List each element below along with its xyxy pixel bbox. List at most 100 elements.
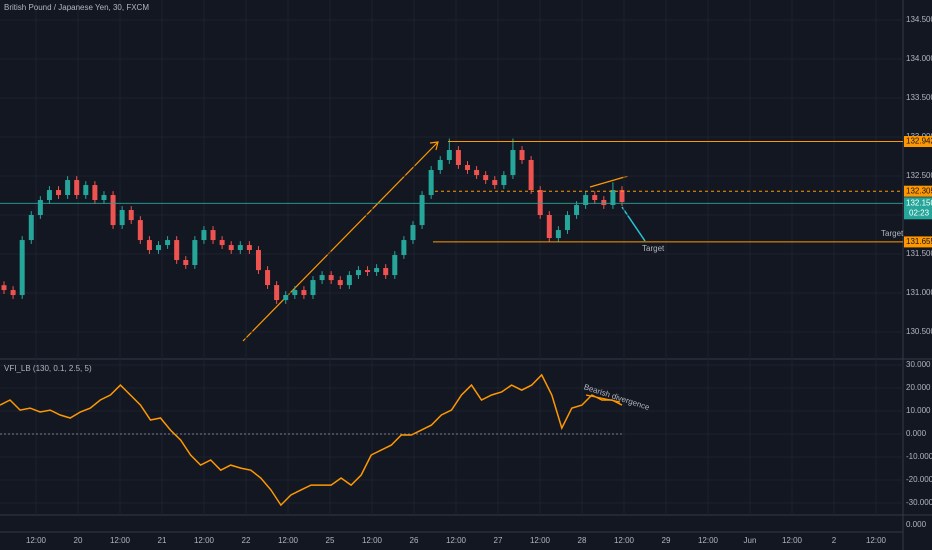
candle-body [465,164,470,170]
y-tick-label: -10.000 [906,452,932,461]
candle-body [510,150,516,176]
candle-body [537,190,543,216]
level-label-box [904,185,932,197]
candle-body [237,245,243,251]
candle-body [355,270,361,276]
price-label-box [904,197,932,220]
candle-body [46,190,52,201]
candle-body [283,295,289,301]
x-tick-label: 12:00 [614,536,635,545]
candle-body [28,215,34,241]
candle-body [592,195,598,201]
candle-body [110,195,116,226]
candle-body [83,185,89,196]
level-label-box [904,236,932,248]
level-label: 132.305 [906,186,932,195]
y-tick-label: 131.500 [906,249,932,258]
indicator-line [0,373,623,507]
x-tick-label: 12:00 [362,536,383,545]
candle-body [56,190,62,196]
x-tick-label: 27 [494,536,503,545]
chart-title: British Pound / Japanese Yen, 30, FXCM [4,3,149,12]
candle-body [428,169,434,196]
x-tick-label: 25 [326,536,335,545]
y-tick-label: 0.000 [906,520,927,529]
candle-body [219,240,225,246]
candle-body [346,275,352,286]
candle-body [65,180,71,196]
candle-body [328,275,334,281]
indicator-title: VFI_LB (130, 0.1, 2.5, 5) [4,364,92,373]
candle-body [365,270,371,273]
candle-body [401,240,407,256]
x-tick-label: 12:00 [110,536,131,545]
candle-body [137,220,143,241]
y-tick-label: -30.000 [906,498,932,507]
candle-body [255,250,261,271]
level-label-box [904,136,932,148]
candle-body [374,268,380,273]
candle-body [156,245,161,251]
candle-body [564,215,570,231]
candle-body [146,240,152,251]
annotation: Target [642,244,665,253]
x-tick-label: 12:00 [194,536,215,545]
candle-body [410,225,416,241]
candle-body [337,280,343,286]
candle-body [392,255,398,276]
candle-body [310,280,316,296]
candle-body [419,195,425,226]
candle-body [619,190,625,203]
candle-body [519,150,525,161]
x-tick-label: 20 [74,536,83,545]
x-tick-label: 21 [158,536,167,545]
trend-line [589,175,629,188]
candle-body [37,200,43,216]
candle-body [119,210,125,226]
annotation: Target [881,229,904,238]
y-tick-label: 134.000 [906,54,932,63]
y-tick-label: 131.000 [906,288,932,297]
x-tick-label: 26 [410,536,419,545]
x-tick-label: 12:00 [530,536,551,545]
arrow-head [429,141,439,151]
candle-body [165,240,171,246]
x-tick-label: 12:00 [698,536,719,545]
y-tick-label: -20.000 [906,475,932,484]
candle-body [319,275,325,281]
candle-body [301,290,307,296]
candle-body [446,150,452,161]
candle-body [474,169,480,176]
x-tick-label: Jun [744,536,757,545]
candle-body [546,215,552,239]
x-tick-label: 12:00 [866,536,887,545]
candle-body [210,230,216,241]
candle-body [292,290,298,296]
candle-body [192,240,198,266]
projection-line [621,206,646,242]
candle-body [201,230,207,241]
candle-body [228,245,234,251]
candle-body [492,180,498,186]
candle-body [601,200,607,206]
x-tick-label: 12:00 [782,536,803,545]
candle-body [101,195,107,201]
x-tick-label: 12:00 [26,536,47,545]
candle-body [274,285,280,301]
candle-body [583,195,589,206]
y-tick-label: 134.500 [906,15,932,24]
candle-body [555,230,561,239]
trend-arrow [242,141,439,342]
y-tick-label: 10.000 [906,406,931,415]
level-label: 132.942 [906,137,932,146]
y-tick-label: 132.500 [906,171,932,180]
candle-body [183,260,189,266]
candle-body [437,160,443,170]
x-tick-label: 12:00 [446,536,467,545]
x-tick-label: 29 [662,536,671,545]
candle-body [174,240,180,261]
candle-body [610,190,616,206]
